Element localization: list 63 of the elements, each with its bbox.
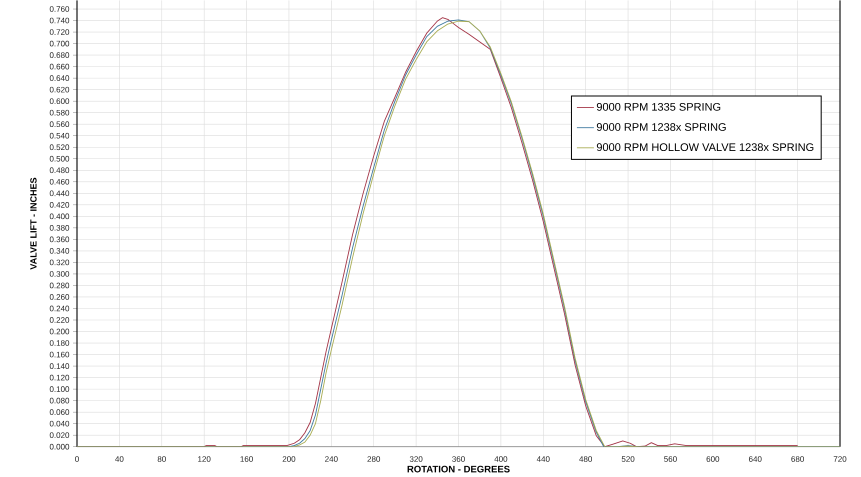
x-tick-label: 520	[622, 456, 634, 462]
x-tick-label: 40	[115, 456, 124, 462]
x-tick-label: 200	[282, 456, 296, 462]
x-tick-label: 640	[748, 456, 762, 462]
y-tick-label: 0.540	[50, 132, 70, 139]
x-tick-label: 360	[452, 456, 465, 462]
x-tick-label: 400	[494, 456, 508, 462]
y-tick-label: 0.640	[50, 75, 70, 81]
y-tick-label: 0.280	[50, 282, 70, 288]
y-tick-label: 0.760	[50, 6, 70, 12]
y-tick-label: 0.220	[50, 317, 70, 323]
y-tick-label: 0.080	[50, 398, 70, 404]
y-tick-label: 0.480	[50, 167, 70, 174]
y-axis-title: VALVE LIFT - INCHES	[30, 178, 37, 270]
x-tick-label: 440	[536, 456, 550, 462]
y-tick-label: 0.240	[50, 306, 70, 312]
x-tick-label: 480	[579, 456, 592, 462]
y-tick-label: 0.420	[50, 202, 70, 208]
x-tick-label: 680	[791, 456, 804, 462]
y-tick-label: 0.360	[50, 236, 70, 242]
y-tick-label: 0.040	[50, 420, 70, 426]
x-axis-title: ROTATION - DEGREES	[408, 466, 510, 472]
y-tick-label: 0.140	[50, 363, 70, 369]
y-tick-label: 0.200	[50, 328, 70, 334]
y-tick-label: 0.120	[50, 374, 70, 380]
x-tick-label: 560	[664, 456, 677, 462]
y-tick-label: 0.600	[50, 98, 70, 104]
x-tick-label: 120	[198, 456, 211, 462]
y-tick-label: 0.500	[50, 156, 70, 162]
y-tick-label: 0.440	[50, 190, 70, 196]
x-tick-label: 720	[834, 456, 846, 462]
y-tick-label: 0.100	[50, 386, 70, 392]
legend-label: 9000 RPM 1238x SPRING	[596, 123, 726, 131]
y-tick-label: 0.320	[50, 260, 70, 266]
y-tick-label: 0.660	[50, 64, 70, 70]
x-tick-label: 320	[410, 456, 422, 462]
y-tick-label: 0.400	[50, 214, 70, 220]
x-tick-label: 280	[367, 456, 380, 462]
y-tick-label: 0.020	[50, 432, 70, 438]
y-tick-label: 0.580	[50, 110, 70, 116]
y-tick-label: 0.560	[50, 121, 70, 128]
x-tick-label: 80	[158, 456, 166, 462]
y-tick-label: 0.520	[50, 144, 70, 150]
legend-label: 9000 RPM HOLLOW VALVE 1238x SPRING	[596, 143, 814, 152]
y-tick-label: 0.340	[50, 248, 70, 254]
y-tick-label: 0.740	[50, 18, 70, 24]
y-tick-label: 0.380	[50, 225, 70, 231]
legend-label: 9000 RPM 1335 SPRING	[596, 102, 720, 111]
y-tick-label: 0.000	[50, 444, 70, 450]
y-tick-label: 0.680	[50, 52, 70, 58]
x-tick-label: 160	[240, 456, 253, 462]
y-tick-label: 0.180	[50, 340, 70, 346]
y-tick-label: 0.720	[50, 29, 70, 35]
y-tick-label: 0.300	[50, 271, 70, 277]
y-tick-label: 0.620	[50, 86, 70, 92]
x-tick-label: 0	[75, 456, 79, 462]
y-tick-label: 0.260	[50, 294, 70, 300]
y-tick-label: 0.700	[50, 40, 70, 46]
x-tick-label: 240	[325, 456, 338, 462]
y-tick-label: 0.460	[50, 178, 70, 185]
y-tick-label: 0.060	[50, 409, 70, 415]
x-tick-label: 600	[706, 456, 720, 462]
y-tick-label: 0.160	[50, 352, 70, 358]
